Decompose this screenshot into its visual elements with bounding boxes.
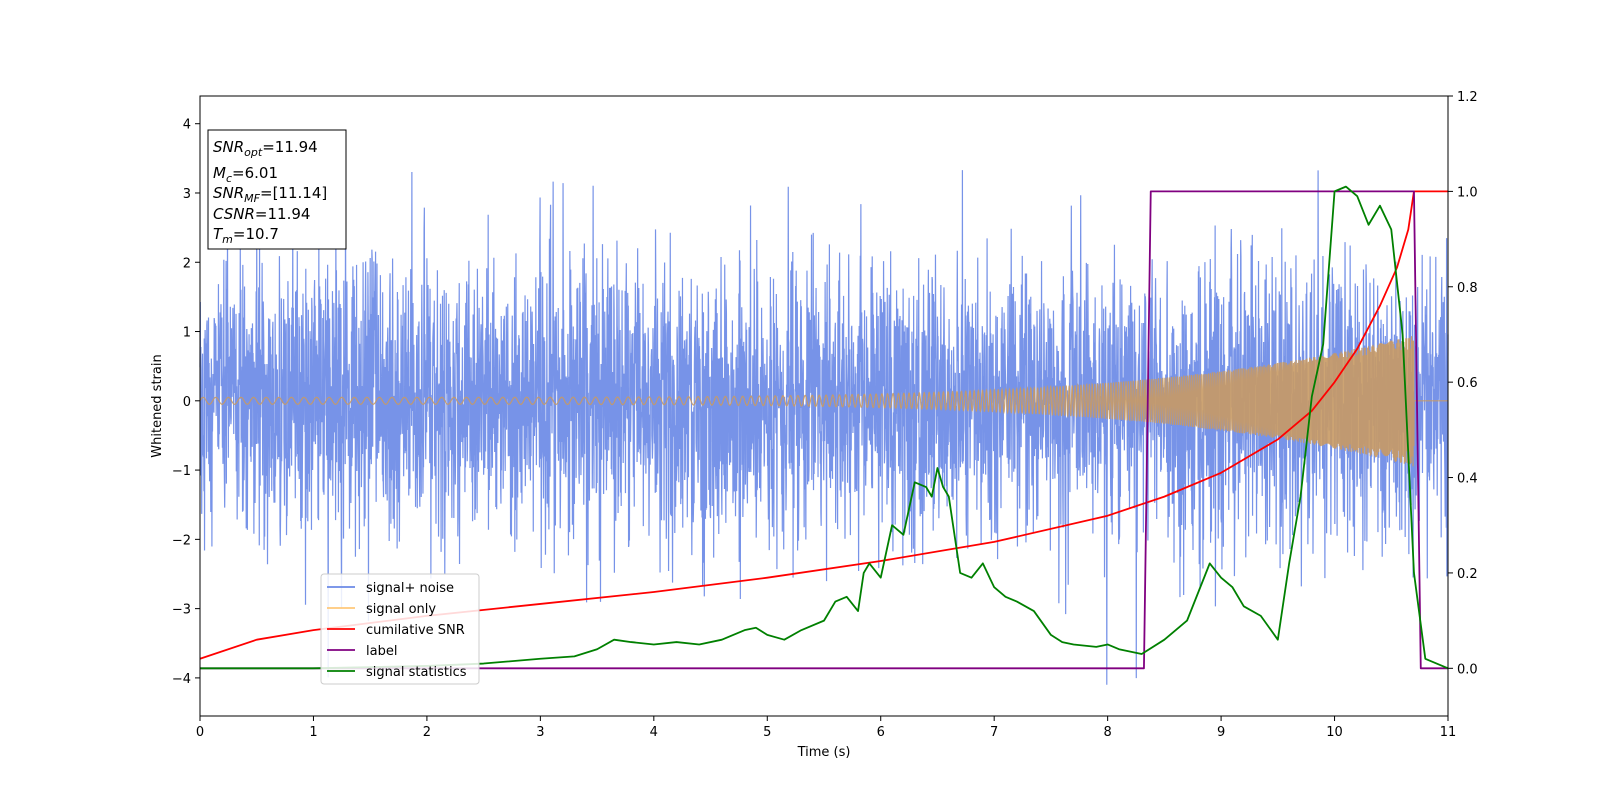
signal-statistics-series: [200, 185, 1449, 670]
y-axis-label: Whitened strain: [150, 354, 165, 457]
y2-tick-label: 0.8: [1457, 281, 1478, 296]
y-tick-label: 3: [183, 187, 191, 202]
x-axis: 0 1 2 3 4 5 6 7 8 9 10 11: [196, 716, 1456, 740]
annotation-line: Tm=10.7: [213, 225, 279, 246]
legend-item-signal-label: signal only: [366, 602, 436, 617]
y-tick-label: 2: [183, 256, 191, 271]
y-axis-right: 0.0 0.2 0.4 0.6 0.8 1.0 1.2: [1448, 90, 1478, 677]
x-tick-label: 5: [763, 725, 771, 740]
y-tick-label: −3: [172, 603, 191, 618]
label-line: [200, 190, 1448, 670]
y2-tick-label: 1.2: [1457, 90, 1478, 105]
x-tick-label: 7: [990, 725, 998, 740]
x-tick-label: 4: [650, 725, 658, 740]
x-tick-label: 10: [1326, 725, 1343, 740]
y2-tick-label: 1.0: [1457, 185, 1478, 200]
legend-item-csnr-label: cumilative SNR: [366, 623, 465, 638]
signal-series: [199, 336, 1448, 467]
legend-item-label-label: label: [366, 644, 397, 659]
x-tick-label: 11: [1440, 725, 1457, 740]
legend-item-stats-label: signal statistics: [366, 665, 467, 680]
signal-statistics-line: [200, 185, 1449, 670]
annotation-line: SNRMF=[11.14]: [213, 184, 327, 205]
x-tick-label: 6: [877, 725, 885, 740]
x-tick-label: 8: [1103, 725, 1111, 740]
plot-frame: [199, 95, 1449, 717]
legend-item-noise-label: signal+ noise: [366, 581, 454, 596]
y2-tick-label: 0.0: [1457, 662, 1478, 677]
annotation-line: CSNR=11.94: [213, 205, 310, 223]
y2-tick-label: 0.6: [1457, 376, 1478, 391]
y-axis-left: −4 −3 −2 −1 0 1 2 3 4: [172, 118, 200, 687]
annotation-box: SNRopt=11.94 Mc=6.01SNRMF=[11.14]CSNR=11.…: [207, 129, 347, 250]
annotation-frame: [207, 129, 347, 250]
y-tick-label: 0: [183, 395, 191, 410]
y2-tick-label: 0.4: [1457, 472, 1478, 487]
y-tick-label: −1: [172, 464, 191, 479]
y-tick-label: 1: [183, 326, 191, 341]
signal-line: [199, 336, 1448, 467]
y-tick-label: 4: [183, 118, 191, 133]
x-tick-label: 9: [1217, 725, 1225, 740]
label-series: [200, 190, 1448, 670]
y-tick-label: −2: [172, 533, 191, 548]
y-tick-label: −4: [172, 672, 191, 687]
annotation-line: Mc=6.01: [213, 164, 278, 185]
x-tick-label: 3: [536, 725, 544, 740]
x-tick-label: 0: [196, 725, 204, 740]
annotation-line: SNRopt=11.94: [213, 138, 318, 159]
legend-frame: [320, 573, 480, 685]
x-tick-label: 1: [309, 725, 317, 740]
x-axis-label: Time (s): [797, 745, 851, 760]
legend: signal+ noise signal only cumilative SNR la…: [320, 573, 480, 685]
y2-tick-label: 0.2: [1457, 567, 1478, 582]
x-tick-label: 2: [423, 725, 431, 740]
